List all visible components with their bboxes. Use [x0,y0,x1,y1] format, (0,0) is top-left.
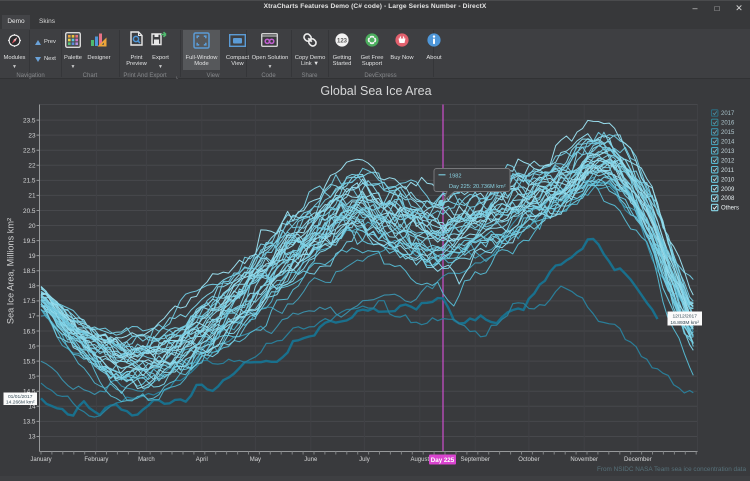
svg-text:13: 13 [28,434,36,441]
svg-text:14.266M km²: 14.266M km² [6,400,35,406]
svg-text:21: 21 [28,193,36,200]
svg-text:March: March [138,457,155,463]
svg-text:17.5: 17.5 [23,298,36,305]
svg-text:15.5: 15.5 [23,358,36,365]
svg-text:April: April [196,457,208,463]
svg-text:15: 15 [28,374,36,381]
svg-text:December: December [624,457,652,463]
svg-text:14.5: 14.5 [23,389,36,396]
svg-text:20: 20 [28,223,36,230]
svg-text:19.5: 19.5 [23,238,36,245]
svg-text:13.5: 13.5 [23,419,36,426]
svg-text:17: 17 [28,313,36,320]
svg-text:01/01/2017: 01/01/2017 [8,394,33,400]
svg-text:2017: 2017 [721,111,735,117]
svg-text:Day 225: Day 225 [431,457,455,464]
svg-text:14: 14 [28,404,36,411]
svg-text:21.5: 21.5 [23,178,36,185]
svg-text:2010: 2010 [721,177,735,183]
svg-text:19: 19 [28,253,36,260]
svg-text:2016: 2016 [721,121,735,127]
svg-text:June: June [304,457,318,463]
svg-text:July: July [359,457,370,463]
svg-text:From NSIDC NASA Team sea ice c: From NSIDC NASA Team sea ice concentrati… [597,466,747,473]
svg-text:23: 23 [28,132,36,139]
svg-text:18.5: 18.5 [23,268,36,275]
svg-text:18: 18 [28,283,36,290]
svg-text:16.893M km²: 16.893M km² [670,320,699,326]
svg-text:16: 16 [28,343,36,350]
svg-text:1982: 1982 [449,174,461,180]
svg-text:22: 22 [28,163,36,170]
svg-text:January: January [30,457,51,463]
svg-text:123: 123 [337,38,348,44]
svg-text:November: November [570,457,598,463]
svg-text:22.5: 22.5 [23,148,36,155]
svg-text:2015: 2015 [721,130,735,136]
svg-text:October: October [518,457,539,463]
svg-text:2008: 2008 [721,196,735,202]
svg-text:23.5: 23.5 [23,117,36,124]
svg-text:May: May [250,457,261,463]
svg-text:2009: 2009 [721,187,735,193]
svg-text:August: August [410,457,429,463]
svg-text:2014: 2014 [721,140,735,146]
svg-text:Others: Others [721,206,739,212]
svg-text:February: February [84,457,108,463]
svg-text:2013: 2013 [721,149,735,155]
svg-text:2011: 2011 [721,168,735,174]
svg-text:2012: 2012 [721,158,735,164]
svg-text:12/12/2017: 12/12/2017 [672,314,697,320]
svg-text:Global Sea Ice Area: Global Sea Ice Area [320,84,431,98]
svg-text:16.5: 16.5 [23,328,36,335]
svg-text:September: September [461,457,490,463]
svg-text:20.5: 20.5 [23,208,36,215]
svg-text:Day 225: 20.736M km²: Day 225: 20.736M km² [449,184,506,190]
svg-text:Sea Ice Area, Millions km²: Sea Ice Area, Millions km² [6,218,16,324]
